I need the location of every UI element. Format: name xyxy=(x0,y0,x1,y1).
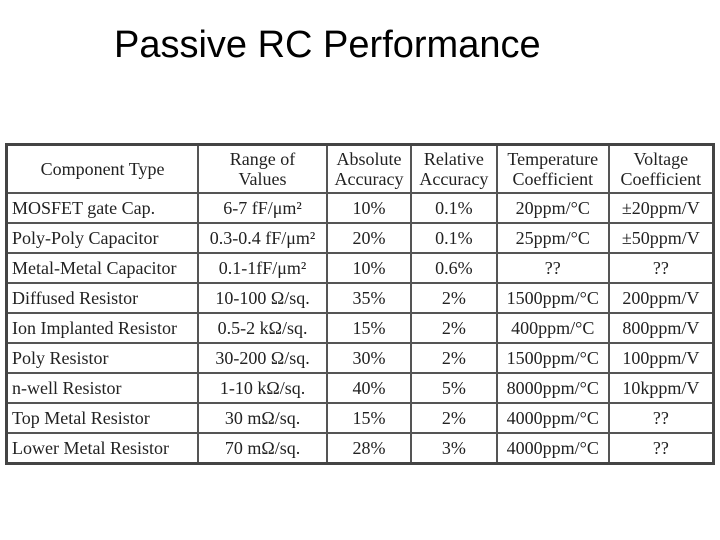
value-cell: 2% xyxy=(409,342,498,374)
table-row: Ion Implanted Resistor 0.5-2 kΩ/sq. 15% 2% 4… xyxy=(5,312,715,344)
component-cell: n-well Resistor xyxy=(5,372,200,404)
value-cell: 0.5-2 kΩ/sq. xyxy=(197,312,329,344)
slide-title: Passive RC Performance xyxy=(114,24,541,66)
component-cell: Top Metal Resistor xyxy=(5,402,200,434)
value-cell: 2% xyxy=(409,402,498,434)
header-cell: Relative Accuracy xyxy=(409,143,498,194)
value-cell: 1500ppm/°C xyxy=(495,342,610,374)
value-cell: 200ppm/V xyxy=(607,282,715,314)
header-cell: Range of Values xyxy=(197,143,329,194)
value-cell: 40% xyxy=(326,372,412,404)
header-row: Component Type Range of Values Absolute Ac… xyxy=(5,143,715,194)
value-cell: 800ppm/V xyxy=(607,312,715,344)
header-cell: Component Type xyxy=(5,143,200,194)
table-row: Poly-Poly Capacitor 0.3-0.4 fF/μm² 20% 0.1%… xyxy=(5,222,715,254)
value-cell: ?? xyxy=(607,432,715,465)
value-cell: 15% xyxy=(326,312,412,344)
component-cell: Poly-Poly Capacitor xyxy=(5,222,200,254)
value-cell: 20ppm/°C xyxy=(495,192,610,224)
value-cell: 1-10 kΩ/sq. xyxy=(197,372,329,404)
value-cell: 10% xyxy=(326,252,412,284)
component-cell: Diffused Resistor xyxy=(5,282,200,314)
value-cell: 0.1% xyxy=(409,192,498,224)
value-cell: 10-100 Ω/sq. xyxy=(197,282,329,314)
value-cell: ±50ppm/V xyxy=(607,222,715,254)
value-cell: 0.3-0.4 fF/μm² xyxy=(197,222,329,254)
value-cell: 10% xyxy=(326,192,412,224)
value-cell: 6-7 fF/μm² xyxy=(197,192,329,224)
value-cell: 4000ppm/°C xyxy=(495,432,610,465)
value-cell: 25ppm/°C xyxy=(495,222,610,254)
value-cell: 2% xyxy=(409,312,498,344)
value-cell: 0.1% xyxy=(409,222,498,254)
table-row: MOSFET gate Cap. 6-7 fF/μm² 10% 0.1% 20ppm/°… xyxy=(5,192,715,224)
component-cell: Metal-Metal Capacitor xyxy=(5,252,200,284)
value-cell: 3% xyxy=(409,432,498,465)
value-cell: ?? xyxy=(607,252,715,284)
value-cell: 0.1-1fF/μm² xyxy=(197,252,329,284)
table-row: Top Metal Resistor 30 mΩ/sq. 15% 2% 4000ppm/… xyxy=(5,402,715,434)
performance-table: Component Type Range of Values Absolute Ac… xyxy=(5,143,715,465)
value-cell: 400ppm/°C xyxy=(495,312,610,344)
component-cell: Ion Implanted Resistor xyxy=(5,312,200,344)
value-cell: 10kppm/V xyxy=(607,372,715,404)
table-row: Diffused Resistor 10-100 Ω/sq. 35% 2% 1500pp… xyxy=(5,282,715,314)
header-cell: Absolute Accuracy xyxy=(326,143,412,194)
value-cell: 15% xyxy=(326,402,412,434)
header-cell: Temperature Coefficient xyxy=(495,143,610,194)
value-cell: 28% xyxy=(326,432,412,465)
table-row: Metal-Metal Capacitor 0.1-1fF/μm² 10% 0.6%?… xyxy=(5,252,715,284)
value-cell: ?? xyxy=(495,252,610,284)
header-cell: Voltage Coefficient xyxy=(607,143,715,194)
table-row: Lower Metal Resistor 70 mΩ/sq. 28% 3% 4000pp… xyxy=(5,432,715,465)
table-row: n-well Resistor 1-10 kΩ/sq. 40% 5% 8000ppm/°… xyxy=(5,372,715,404)
value-cell: 30-200 Ω/sq. xyxy=(197,342,329,374)
value-cell: ?? xyxy=(607,402,715,434)
component-cell: Lower Metal Resistor xyxy=(5,432,200,465)
value-cell: 8000ppm/°C xyxy=(495,372,610,404)
component-cell: MOSFET gate Cap. xyxy=(5,192,200,224)
value-cell: ±20ppm/V xyxy=(607,192,715,224)
value-cell: 70 mΩ/sq. xyxy=(197,432,329,465)
value-cell: 2% xyxy=(409,282,498,314)
value-cell: 1500ppm/°C xyxy=(495,282,610,314)
value-cell: 4000ppm/°C xyxy=(495,402,610,434)
value-cell: 30% xyxy=(326,342,412,374)
table-row: Poly Resistor 30-200 Ω/sq. 30% 2% 1500ppm/°C… xyxy=(5,342,715,374)
value-cell: 35% xyxy=(326,282,412,314)
value-cell: 30 mΩ/sq. xyxy=(197,402,329,434)
value-cell: 20% xyxy=(326,222,412,254)
value-cell: 100ppm/V xyxy=(607,342,715,374)
value-cell: 5% xyxy=(409,372,498,404)
value-cell: 0.6% xyxy=(409,252,498,284)
component-cell: Poly Resistor xyxy=(5,342,200,374)
